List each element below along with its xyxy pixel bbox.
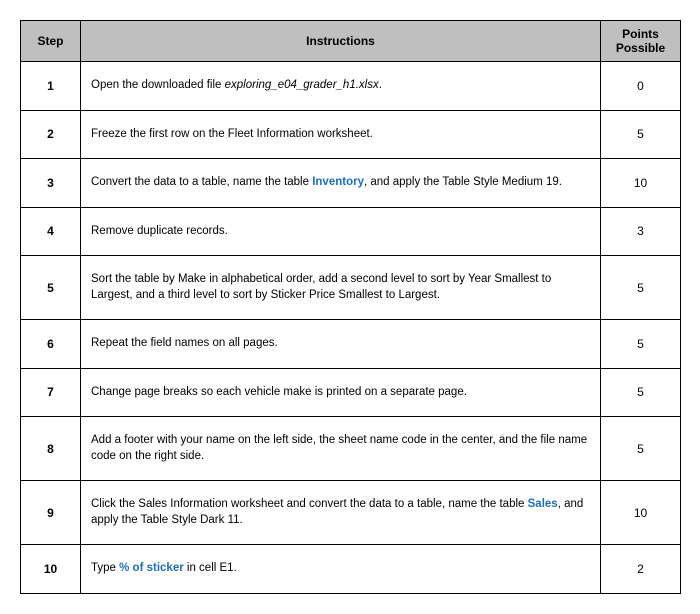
instruction-segment: Sort the table by Make in alphabetical o… bbox=[91, 273, 551, 301]
instruction-segment: Sales bbox=[528, 498, 558, 510]
table-row: 5 Sort the table by Make in alphabetical … bbox=[21, 256, 681, 320]
table-row: 1Open the downloaded file exploring_e04_… bbox=[21, 62, 681, 111]
step-number: 7 bbox=[21, 368, 81, 417]
instruction-text: Add a footer with your name on the left … bbox=[81, 417, 601, 481]
instruction-text: Remove duplicate records. bbox=[81, 207, 601, 256]
instruction-segment: exploring_e04_grader_h1.xlsx bbox=[225, 79, 379, 91]
step-number: 4 bbox=[21, 207, 81, 256]
points-value: 5 bbox=[601, 417, 681, 481]
instruction-segment: Convert the data to a table, name the ta… bbox=[91, 176, 312, 188]
instruction-segment: in cell E1. bbox=[184, 562, 237, 574]
step-number: 6 bbox=[21, 320, 81, 369]
table-row: 3 Convert the data to a table, name the t… bbox=[21, 159, 681, 208]
table-row: 9 Click the Sales Information worksheet a… bbox=[21, 481, 681, 545]
instruction-text: Sort the table by Make in alphabetical o… bbox=[81, 256, 601, 320]
header-step: Step bbox=[21, 21, 81, 62]
points-value: 5 bbox=[601, 320, 681, 369]
step-number: 1 bbox=[21, 62, 81, 111]
points-value: 5 bbox=[601, 368, 681, 417]
header-row: Step Instructions Points Possible bbox=[21, 21, 681, 62]
instruction-segment: Type bbox=[91, 562, 119, 574]
points-value: 3 bbox=[601, 207, 681, 256]
instruction-segment: Add a footer with your name on the left … bbox=[91, 434, 587, 462]
instruction-text: Convert the data to a table, name the ta… bbox=[81, 159, 601, 208]
points-value: 10 bbox=[601, 159, 681, 208]
instruction-segment: Click the Sales Information worksheet an… bbox=[91, 498, 528, 510]
instruction-text: Freeze the first row on the Fleet Inform… bbox=[81, 110, 601, 159]
table-row: 4 Remove duplicate records. 3 bbox=[21, 207, 681, 256]
instruction-segment: . bbox=[379, 79, 382, 91]
table-row: 2 Freeze the first row on the Fleet Infor… bbox=[21, 110, 681, 159]
header-instructions: Instructions bbox=[81, 21, 601, 62]
step-number: 8 bbox=[21, 417, 81, 481]
instructions-table-wrapper: Step Instructions Points Possible 1Open … bbox=[20, 20, 680, 594]
table-row: 10Type % of sticker in cell E1.2 bbox=[21, 545, 681, 594]
table-row: 8 Add a footer with your name on the left… bbox=[21, 417, 681, 481]
header-points: Points Possible bbox=[601, 21, 681, 62]
step-number: 2 bbox=[21, 110, 81, 159]
table-row: 6 Repeat the field names on all pages. 5 bbox=[21, 320, 681, 369]
step-number: 5 bbox=[21, 256, 81, 320]
instruction-segment: Inventory bbox=[312, 176, 364, 188]
instructions-table: Step Instructions Points Possible 1Open … bbox=[20, 20, 681, 594]
instruction-segment: Change page breaks so each vehicle make … bbox=[91, 386, 467, 398]
instruction-segment: % of sticker bbox=[119, 562, 184, 574]
points-value: 2 bbox=[601, 545, 681, 594]
step-number: 9 bbox=[21, 481, 81, 545]
step-number: 10 bbox=[21, 545, 81, 594]
step-number: 3 bbox=[21, 159, 81, 208]
instruction-text: Change page breaks so each vehicle make … bbox=[81, 368, 601, 417]
instruction-segment: Repeat the field names on all pages. bbox=[91, 337, 278, 349]
instruction-segment: Freeze the first row on the Fleet Inform… bbox=[91, 128, 373, 140]
instruction-segment: , and apply the Table Style Medium 19. bbox=[364, 176, 562, 188]
table-row: 7 Change page breaks so each vehicle make… bbox=[21, 368, 681, 417]
instruction-text: Click the Sales Information worksheet an… bbox=[81, 481, 601, 545]
points-value: 5 bbox=[601, 256, 681, 320]
points-value: 0 bbox=[601, 62, 681, 111]
instruction-text: Repeat the field names on all pages. bbox=[81, 320, 601, 369]
points-value: 10 bbox=[601, 481, 681, 545]
instruction-segment: Open the downloaded file bbox=[91, 79, 225, 91]
instruction-text: Open the downloaded file exploring_e04_g… bbox=[81, 62, 601, 111]
points-value: 5 bbox=[601, 110, 681, 159]
instruction-segment: Remove duplicate records. bbox=[91, 225, 228, 237]
instruction-text: Type % of sticker in cell E1. bbox=[81, 545, 601, 594]
